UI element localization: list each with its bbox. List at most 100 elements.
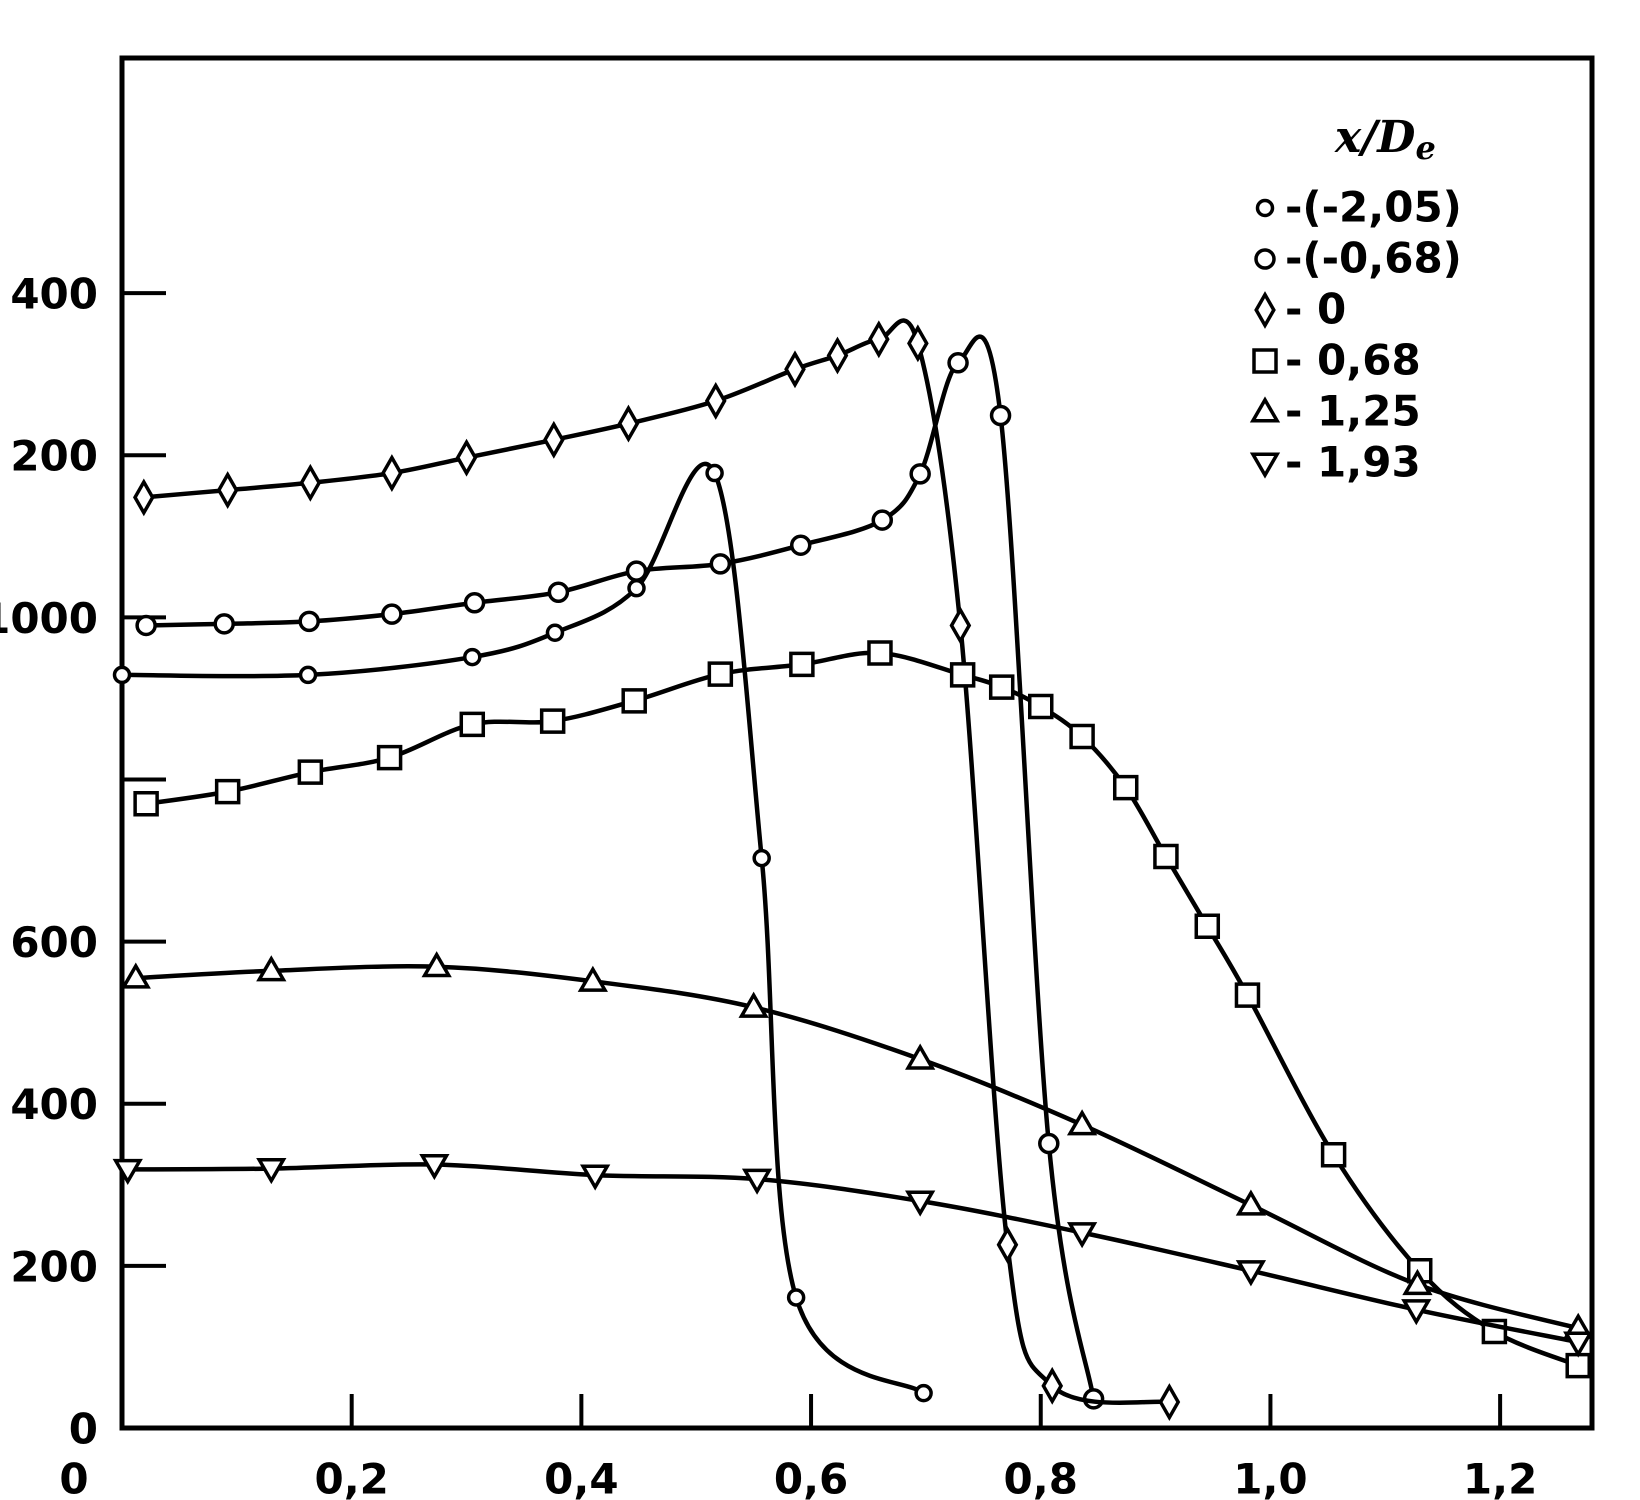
marker	[542, 420, 565, 459]
marker	[905, 1043, 936, 1070]
marker	[133, 478, 155, 517]
marker	[1320, 1142, 1347, 1168]
marker	[752, 848, 771, 868]
legend-label: -(-0,68)	[1285, 234, 1462, 283]
marker	[1028, 693, 1054, 720]
marker	[297, 759, 324, 785]
marker	[868, 320, 890, 359]
marker	[826, 336, 849, 375]
marker	[421, 951, 452, 978]
x-tick-label: 0,4	[544, 1455, 618, 1500]
marker	[545, 623, 565, 643]
marker	[419, 1153, 450, 1181]
marker	[914, 1383, 933, 1403]
marker	[617, 404, 640, 443]
series-line	[146, 334, 1096, 1400]
legend-marker	[1254, 291, 1276, 329]
y-tick-label: 600	[10, 918, 98, 967]
marker	[1563, 1331, 1594, 1358]
x-tick-label: 0	[59, 1455, 88, 1500]
marker	[299, 463, 322, 502]
marker	[1066, 1109, 1098, 1136]
marker	[577, 965, 608, 992]
marker	[455, 438, 478, 477]
marker	[1069, 723, 1095, 750]
marker	[1158, 1383, 1181, 1421]
marker	[738, 991, 769, 1018]
marker	[256, 955, 287, 982]
legend-title-main: x/D	[1334, 112, 1415, 163]
marker	[949, 606, 972, 645]
marker	[214, 778, 241, 805]
marker	[133, 791, 159, 817]
marker	[709, 553, 732, 575]
legend-label: -(-2,05)	[1285, 183, 1462, 232]
marker	[298, 610, 320, 633]
x-tick-label: 0,2	[314, 1455, 388, 1500]
marker	[621, 688, 647, 714]
series-line	[121, 461, 925, 1396]
y-tick-label: 0	[69, 1405, 98, 1454]
legend-label: - 1,25	[1285, 387, 1421, 436]
legend-title-sub: e	[1415, 129, 1435, 167]
legend-marker	[1252, 348, 1278, 374]
y-tick-label: 400	[10, 270, 98, 319]
marker	[741, 1168, 773, 1195]
legend-marker	[1255, 198, 1275, 218]
legend-marker	[1254, 248, 1276, 270]
marker	[256, 1158, 287, 1185]
y-tick-label: 1000	[0, 594, 98, 643]
marker	[784, 350, 806, 389]
marker	[1234, 982, 1261, 1008]
marker	[786, 1288, 806, 1307]
marker	[789, 651, 815, 678]
marker	[381, 603, 403, 625]
y-tick-label: 400	[10, 1080, 98, 1129]
x-tick-label: 0,8	[1004, 1455, 1078, 1500]
legend-label: - 1,93	[1285, 438, 1421, 487]
marker	[1153, 843, 1179, 870]
legend-label: - 0,68	[1285, 336, 1421, 385]
marker	[1066, 1222, 1098, 1249]
x-tick-label: 1,0	[1233, 1455, 1307, 1500]
marker	[909, 463, 931, 485]
marker	[213, 613, 235, 635]
marker	[376, 744, 403, 771]
marker	[989, 404, 1012, 427]
marker	[135, 614, 157, 637]
marker	[381, 454, 403, 492]
marker	[705, 463, 724, 483]
marker	[867, 640, 893, 666]
marker	[459, 711, 486, 738]
legend-marker	[1249, 396, 1281, 423]
marker	[996, 1225, 1019, 1264]
marker	[871, 509, 894, 531]
marker	[463, 647, 482, 667]
marker	[1038, 1132, 1060, 1155]
marker	[905, 1190, 936, 1217]
marker	[627, 578, 646, 598]
legend-marker	[1249, 452, 1281, 479]
series-line	[127, 1162, 1579, 1345]
marker	[949, 662, 976, 688]
marker	[1235, 1260, 1267, 1287]
marker	[1112, 774, 1139, 801]
marker	[120, 962, 151, 989]
marker	[1235, 1189, 1267, 1216]
y-tick-label: 200	[10, 1242, 98, 1291]
marker	[547, 581, 570, 603]
marker	[1401, 1299, 1432, 1326]
marker	[112, 665, 132, 685]
marker	[947, 352, 969, 374]
marker	[1041, 1366, 1064, 1405]
marker	[789, 534, 812, 556]
marker	[298, 665, 318, 685]
marker	[580, 1164, 611, 1191]
marker	[625, 560, 648, 582]
marker	[1402, 1268, 1433, 1296]
marker	[216, 471, 239, 510]
marker	[988, 674, 1015, 700]
marker	[112, 1158, 143, 1185]
